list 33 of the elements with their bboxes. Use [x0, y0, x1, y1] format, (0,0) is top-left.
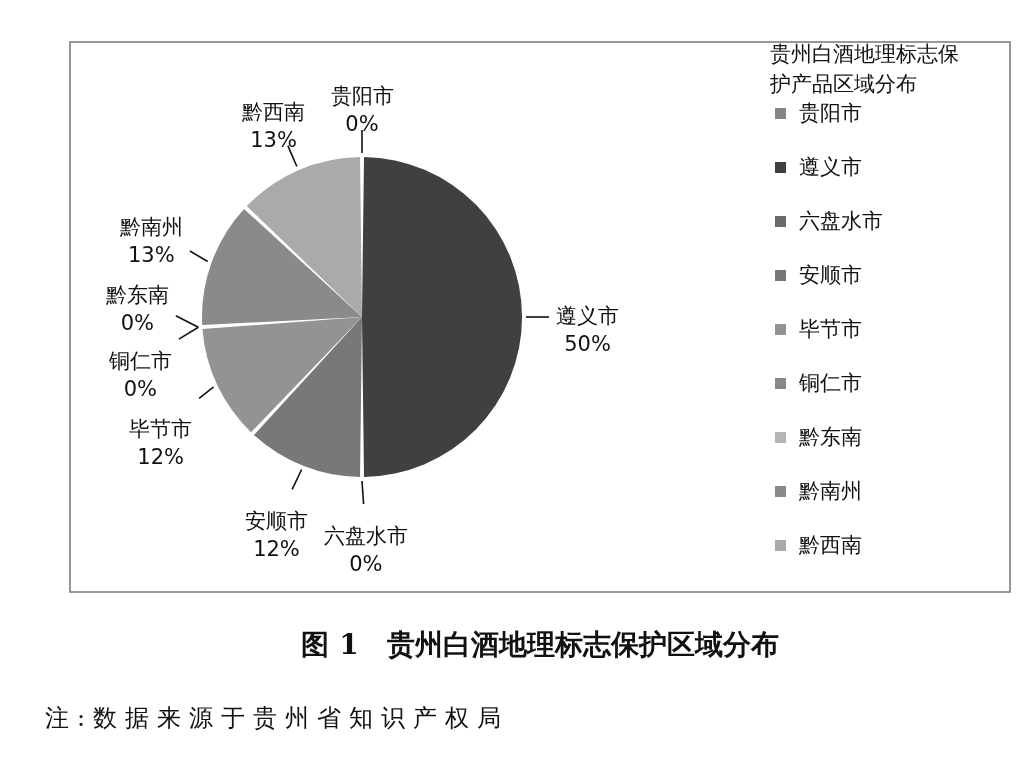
- pie-slice: [246, 157, 362, 317]
- category-label: 黔东南: [105, 282, 169, 307]
- data-label: 13%: [128, 243, 175, 268]
- legend-label: 安顺市: [799, 262, 862, 287]
- data-label: 12%: [137, 444, 184, 469]
- category-label: 六盘水市: [323, 523, 408, 548]
- data-label: 12%: [253, 537, 300, 562]
- data-label: 50%: [564, 332, 611, 356]
- legend-label: 遵义市: [799, 154, 862, 179]
- slice-label: 遵义市: [556, 304, 619, 328]
- legend-label: 黔南州: [798, 478, 862, 503]
- pie-slice: [362, 157, 523, 477]
- text: 注:数据来源于贵州省知识产权局: [45, 703, 510, 734]
- text: 0%: [123, 377, 158, 402]
- category-label: 铜仁市: [108, 349, 172, 374]
- legend-label: 六盘水市: [799, 208, 883, 233]
- slice-label: 黔南州: [118, 215, 183, 240]
- legend-label: 黔西南: [798, 532, 862, 557]
- category-label: 贵阳市: [330, 84, 394, 108]
- text: 0%: [349, 551, 383, 576]
- data-label: 13%: [250, 127, 297, 152]
- slice-label: 黔西南: [241, 99, 306, 124]
- legend-label: 贵阳市: [799, 100, 862, 125]
- legend-label: 黔东南: [798, 424, 862, 449]
- text: 0%: [345, 112, 379, 136]
- slice-label: 毕节市: [129, 416, 193, 441]
- legend-label: 铜仁市: [798, 370, 862, 395]
- pie-slice: [253, 317, 362, 477]
- legend-label: 毕节市: [799, 316, 862, 341]
- slice-label: 安顺市: [245, 509, 308, 534]
- text: 0%: [120, 310, 155, 335]
- text: 图 1 贵州白酒地理标志保护区域分布: [301, 628, 779, 661]
- legend-title: 贵州白酒地理标志保护产品区域分布: [769, 42, 959, 96]
